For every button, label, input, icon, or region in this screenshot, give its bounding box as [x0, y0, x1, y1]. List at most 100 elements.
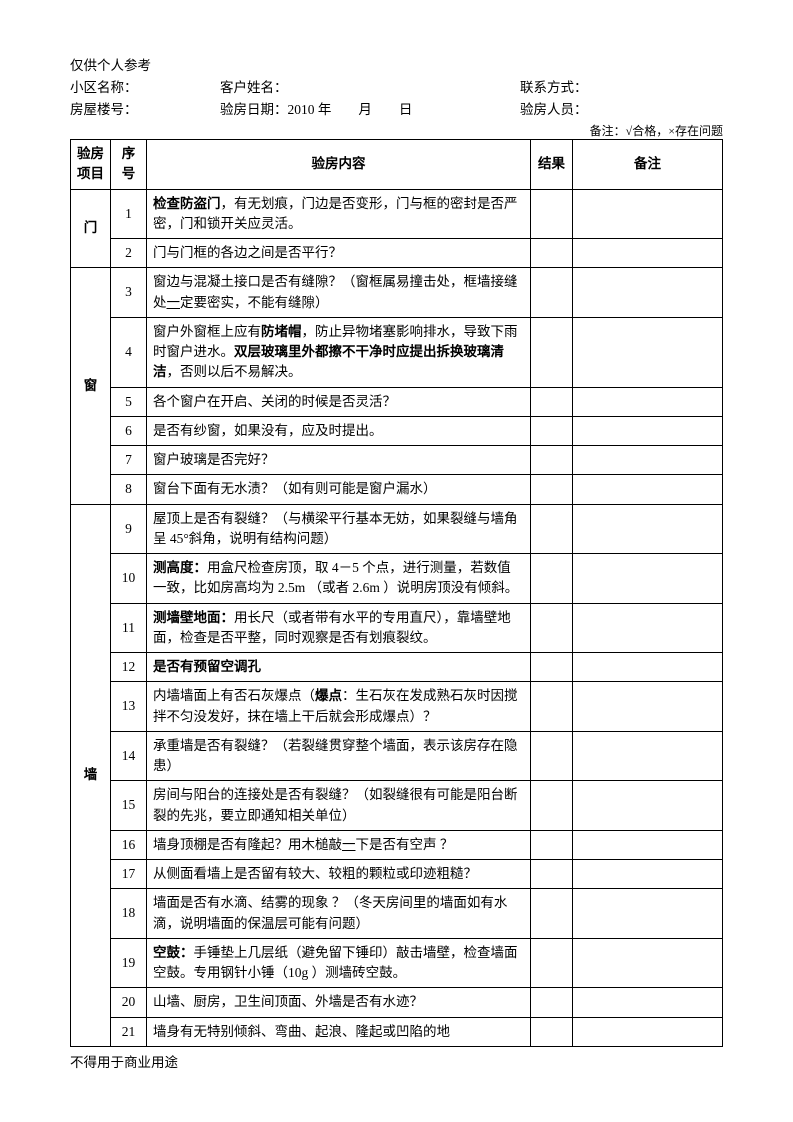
table-row: 门1检查防盗门，有无划痕，门边是否变形，门与框的密封是否严密，门和锁开关应灵活。 — [71, 189, 723, 239]
seq-cell: 15 — [111, 781, 147, 831]
table-row: 墙9屋顶上是否有裂缝？（与横梁平行基本无妨，如果裂缝与墙角呈 45°斜角，说明有… — [71, 504, 723, 554]
remark-cell — [573, 889, 723, 939]
table-row: 2门与门框的各边之间是否平行？ — [71, 239, 723, 268]
table-row: 19空鼓：手锤垫上几层纸（避免留下锤印）敲击墙壁，检查墙面空鼓。专用钢针小锤（1… — [71, 938, 723, 988]
remark-cell — [573, 731, 723, 781]
header-seq: 序号 — [111, 140, 147, 190]
result-cell — [531, 781, 573, 831]
content-cell: 各个窗户在开启、关闭的时候是否灵活？ — [147, 387, 531, 416]
result-cell — [531, 1017, 573, 1046]
result-cell — [531, 830, 573, 859]
seq-cell: 1 — [111, 189, 147, 239]
remark-cell — [573, 682, 723, 732]
header-category: 验房项目 — [71, 140, 111, 190]
table-row: 21墙身有无特别倾斜、弯曲、起浪、隆起或凹陷的地 — [71, 1017, 723, 1046]
inspection-table: 验房项目 序号 验房内容 结果 备注 门1检查防盗门，有无划痕，门边是否变形，门… — [70, 139, 723, 1047]
content-cell: 是否有纱窗，如果没有，应及时提出。 — [147, 416, 531, 445]
result-cell — [531, 860, 573, 889]
seq-cell: 19 — [111, 938, 147, 988]
table-row: 17从侧面看墙上是否留有较大、较粗的颗粒或印迹粗糙？ — [71, 860, 723, 889]
category-cell: 墙 — [71, 504, 111, 1046]
commercial-note: 不得用于商业用途 — [70, 1051, 723, 1071]
remark-cell — [573, 860, 723, 889]
content-cell: 门与门框的各边之间是否平行？ — [147, 239, 531, 268]
contact-label: 联系方式： — [520, 76, 720, 96]
content-cell: 窗户玻璃是否完好？ — [147, 446, 531, 475]
remark-cell — [573, 446, 723, 475]
remark-cell — [573, 603, 723, 653]
result-cell — [531, 731, 573, 781]
table-header-row: 验房项目 序号 验房内容 结果 备注 — [71, 140, 723, 190]
header-content: 验房内容 — [147, 140, 531, 190]
remark-cell — [573, 268, 723, 318]
seq-cell: 21 — [111, 1017, 147, 1046]
seq-cell: 17 — [111, 860, 147, 889]
content-cell: 墙身有无特别倾斜、弯曲、起浪、隆起或凹陷的地 — [147, 1017, 531, 1046]
table-row: 16墙身顶棚是否有隆起？用木槌敲一下是否有空声 ？ — [71, 830, 723, 859]
content-cell: 测墙壁地面：用长尺（或者带有水平的专用直尺），靠墙壁地面，检查是否平整，同时观察… — [147, 603, 531, 653]
remark-cell — [573, 554, 723, 604]
seq-cell: 6 — [111, 416, 147, 445]
result-cell — [531, 475, 573, 504]
seq-cell: 13 — [111, 682, 147, 732]
remark-cell — [573, 781, 723, 831]
date-label: 验房日期：2010 年 月 日 — [220, 98, 520, 118]
result-cell — [531, 387, 573, 416]
table-row: 12是否有预留空调孔 — [71, 653, 723, 682]
seq-cell: 9 — [111, 504, 147, 554]
remark-cell — [573, 387, 723, 416]
result-cell — [531, 268, 573, 318]
result-cell — [531, 889, 573, 939]
remark-cell — [573, 416, 723, 445]
table-row: 14承重墙是否有裂缝？（若裂缝贯穿整个墙面，表示该房存在隐患） — [71, 731, 723, 781]
info-row-1: 小区名称： 客户姓名： 联系方式： — [70, 76, 723, 96]
category-cell: 门 — [71, 189, 111, 268]
content-cell: 是否有预留空调孔 — [147, 653, 531, 682]
result-cell — [531, 504, 573, 554]
building-label: 房屋楼号： — [70, 98, 220, 118]
result-cell — [531, 317, 573, 387]
seq-cell: 14 — [111, 731, 147, 781]
table-row: 6是否有纱窗，如果没有，应及时提出。 — [71, 416, 723, 445]
seq-cell: 8 — [111, 475, 147, 504]
remark-cell — [573, 189, 723, 239]
remark-cell — [573, 988, 723, 1017]
remark-cell — [573, 475, 723, 504]
personal-use-note: 仅供个人参考 — [70, 54, 723, 74]
remark-cell — [573, 938, 723, 988]
seq-cell: 7 — [111, 446, 147, 475]
content-cell: 墙面是否有水滴、结雾的现象 ？（冬天房间里的墙面如有水滴，说明墙面的保温层可能有… — [147, 889, 531, 939]
customer-label: 客户姓名： — [220, 76, 520, 96]
content-cell: 从侧面看墙上是否留有较大、较粗的颗粒或印迹粗糙？ — [147, 860, 531, 889]
seq-cell: 2 — [111, 239, 147, 268]
remark-cell — [573, 317, 723, 387]
result-cell — [531, 988, 573, 1017]
legend-note: 备注：√合格，×存在问题 — [70, 122, 723, 139]
header-result: 结果 — [531, 140, 573, 190]
seq-cell: 12 — [111, 653, 147, 682]
table-row: 11测墙壁地面：用长尺（或者带有水平的专用直尺），靠墙壁地面，检查是否平整，同时… — [71, 603, 723, 653]
inspector-label: 验房人员： — [520, 98, 720, 118]
seq-cell: 11 — [111, 603, 147, 653]
result-cell — [531, 416, 573, 445]
content-cell: 山墙、厨房，卫生间顶面、外墙是否有水迹？ — [147, 988, 531, 1017]
seq-cell: 4 — [111, 317, 147, 387]
table-row: 15房间与阳台的连接处是否有裂缝？（如裂缝很有可能是阳台断裂的先兆，要立即通知相… — [71, 781, 723, 831]
seq-cell: 10 — [111, 554, 147, 604]
table-row: 13内墙墙面上有否石灰爆点（爆点：生石灰在发成熟石灰时因搅拌不匀没发好，抹在墙上… — [71, 682, 723, 732]
table-row: 4窗户外窗框上应有防堵帽，防止异物堵塞影响排水，导致下雨时窗户进水。双层玻璃里外… — [71, 317, 723, 387]
remark-cell — [573, 830, 723, 859]
remark-cell — [573, 239, 723, 268]
seq-cell: 16 — [111, 830, 147, 859]
content-cell: 检查防盗门，有无划痕，门边是否变形，门与框的密封是否严密，门和锁开关应灵活。 — [147, 189, 531, 239]
category-cell: 窗 — [71, 268, 111, 504]
remark-cell — [573, 1017, 723, 1046]
result-cell — [531, 446, 573, 475]
table-row: 窗3窗边与混凝土接口是否有缝隙？（窗框属易撞击处，框墙接缝处一定要密实，不能有缝… — [71, 268, 723, 318]
seq-cell: 18 — [111, 889, 147, 939]
content-cell: 内墙墙面上有否石灰爆点（爆点：生石灰在发成熟石灰时因搅拌不匀没发好，抹在墙上干后… — [147, 682, 531, 732]
content-cell: 窗边与混凝土接口是否有缝隙？（窗框属易撞击处，框墙接缝处一定要密实，不能有缝隙） — [147, 268, 531, 318]
community-label: 小区名称： — [70, 76, 220, 96]
table-row: 7窗户玻璃是否完好？ — [71, 446, 723, 475]
table-row: 18墙面是否有水滴、结雾的现象 ？（冬天房间里的墙面如有水滴，说明墙面的保温层可… — [71, 889, 723, 939]
